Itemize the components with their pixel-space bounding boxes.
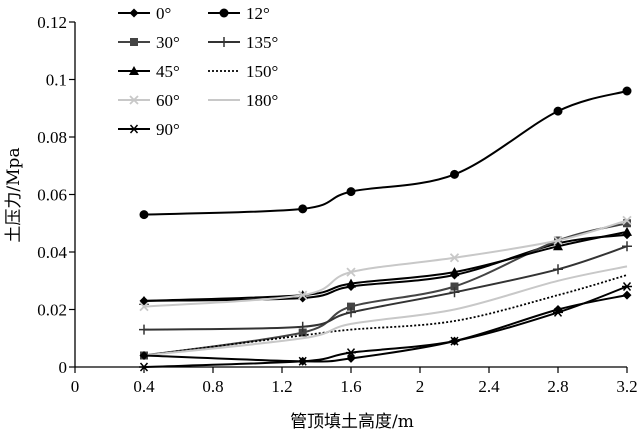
x-tick-label: 1.2 [271, 377, 292, 396]
legend-label: 45° [156, 62, 180, 81]
data-point [346, 187, 356, 197]
legend-label: 180° [246, 91, 278, 110]
data-point [450, 336, 459, 346]
x-tick-label: 3.2 [616, 377, 637, 396]
data-point [129, 124, 139, 134]
legend-item: 0° [118, 4, 171, 23]
data-point [622, 215, 632, 226]
data-point [139, 351, 149, 360]
y-tick-label: 0.06 [37, 186, 67, 205]
legend-label: 12° [246, 4, 270, 23]
data-point [298, 204, 308, 214]
x-tick-label: 1.6 [340, 377, 361, 396]
legend-item: 135° [208, 33, 278, 52]
data-point [346, 267, 356, 277]
data-point [139, 324, 149, 335]
data-point [450, 169, 459, 179]
data-point [449, 253, 460, 263]
series-layer [139, 86, 632, 372]
data-point [553, 106, 563, 116]
series-line [143, 245, 628, 331]
y-tick-label: 0.12 [37, 13, 67, 32]
data-point [346, 348, 356, 358]
data-point [622, 226, 632, 236]
y-tick-label: 0.08 [37, 128, 67, 147]
data-point [622, 290, 632, 300]
data-point [553, 305, 563, 314]
series-4 [139, 215, 632, 312]
y-tick-label: 0.1 [46, 71, 67, 90]
legend-item: 60° [118, 91, 180, 110]
data-point [298, 290, 308, 300]
data-point [346, 307, 356, 318]
series-7 [139, 241, 632, 335]
x-tick-label: 0.4 [133, 377, 155, 396]
legend-item: 90° [118, 120, 180, 139]
x-tick-label: 2.4 [478, 377, 500, 396]
legend-item: 12° [208, 4, 270, 23]
data-point [346, 278, 356, 288]
data-point [450, 282, 459, 291]
data-point [297, 321, 308, 332]
data-point [553, 264, 563, 275]
legend-label: 150° [246, 62, 278, 81]
x-tick-label: 2 [416, 377, 425, 396]
data-point [219, 8, 229, 18]
x-tick-label: 0 [71, 377, 80, 396]
legend-label: 135° [246, 33, 278, 52]
data-point [130, 38, 138, 46]
series-9 [143, 265, 628, 357]
legend: 0° 12° 30° 135° 45° 150° 60° 180° 90° [118, 4, 278, 139]
y-tick-label: 0.04 [37, 243, 67, 262]
legend-item: 150° [208, 62, 278, 81]
data-point [449, 267, 460, 277]
data-point [219, 37, 229, 47]
legend-label: 60° [156, 91, 180, 110]
data-point [553, 235, 563, 246]
data-point [623, 219, 631, 228]
ticks: 0 0.4 0.8 1.2 1.6 2 2.4 2.8 3.2 0 0.02 0.04 0.06 0.08… [37, 13, 637, 396]
legend-item: 30° [118, 33, 180, 52]
data-point [139, 210, 149, 220]
x-axis-title: 管顶填土高度/m [290, 412, 414, 432]
y-tick-label: 0.02 [37, 301, 67, 320]
data-point [139, 295, 149, 305]
data-point [298, 356, 308, 366]
legend-label: 30° [156, 33, 180, 52]
series-6 [139, 86, 632, 220]
series-3 [139, 226, 632, 305]
legend-label: 90° [156, 120, 180, 139]
data-point [346, 353, 356, 363]
data-point [347, 302, 355, 311]
data-point [449, 287, 460, 298]
data-point [622, 86, 632, 96]
data-point [139, 362, 149, 372]
data-point [622, 282, 632, 291]
series-line [143, 265, 628, 357]
data-point [139, 301, 149, 312]
data-point [129, 66, 139, 75]
data-point [298, 328, 307, 337]
legend-item: 180° [208, 91, 278, 110]
data-point [553, 241, 563, 251]
legend-label: 0° [156, 4, 171, 23]
data-point [622, 241, 632, 252]
series-8 [143, 274, 628, 357]
series-line [143, 274, 628, 357]
y-axis-title: 土压力/Mpa [4, 147, 24, 242]
x-tick-label: 0.8 [202, 377, 223, 396]
data-point [129, 8, 139, 18]
legend-item: 45° [118, 62, 180, 81]
series-10 [139, 290, 632, 366]
x-tick-label: 2.8 [547, 377, 568, 396]
series-line [143, 219, 628, 308]
y-tick-label: 0 [59, 358, 68, 377]
data-point [129, 95, 139, 105]
